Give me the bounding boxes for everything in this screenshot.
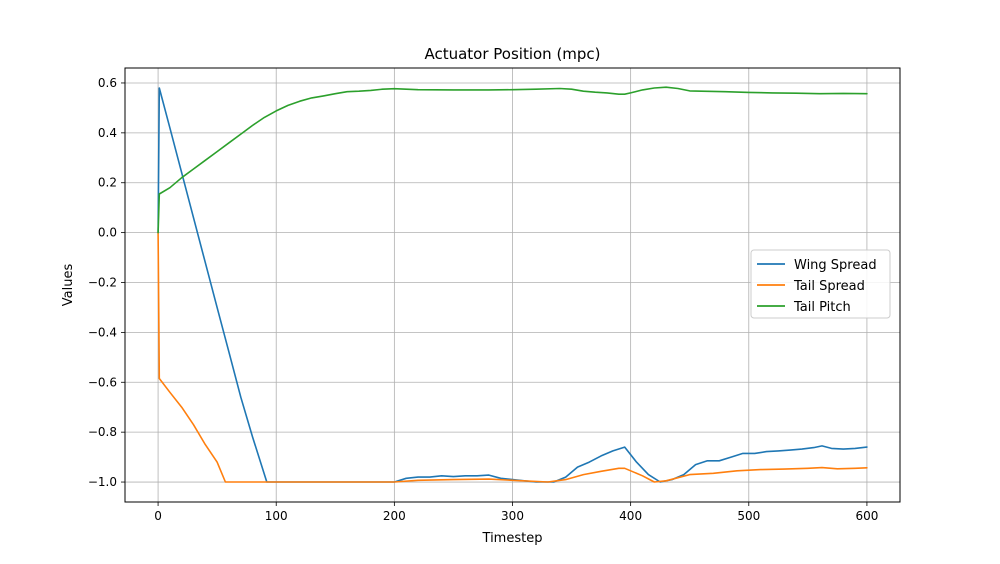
y-tick-label: −0.6 [88, 375, 117, 389]
x-tick-label: 100 [265, 509, 288, 523]
legend-label-tail-pitch: Tail Pitch [793, 300, 851, 315]
x-tick-label: 400 [619, 509, 642, 523]
y-tick-label: 0.2 [98, 176, 117, 190]
y-tick-label: −0.8 [88, 425, 117, 439]
x-tick-label: 200 [383, 509, 406, 523]
x-tick-label: 600 [855, 509, 878, 523]
chart-title: Actuator Position (mpc) [424, 45, 600, 63]
series-line-wing-spread [157, 87, 868, 483]
series-line-tail-pitch [157, 86, 868, 234]
x-tick-label: 500 [737, 509, 760, 523]
grid [125, 68, 900, 502]
series-lines [157, 86, 868, 483]
y-tick-label: 0.0 [98, 226, 117, 240]
y-tick-label: 0.4 [98, 126, 117, 140]
y-axis-label: Values [61, 264, 76, 307]
legend: Wing Spread Tail Spread Tail Pitch [750, 249, 891, 319]
axis-ticks: 0 100 200 300 400 500 600 0.6 0.4 0.2 0.0 −0.2 −0.4 −… [88, 76, 879, 523]
legend-box [750, 249, 891, 319]
legend-label-wing-spread: Wing Spread [794, 258, 877, 273]
x-tick-label: 300 [501, 509, 524, 523]
x-tick-label: 0 [154, 509, 162, 523]
legend-label-tail-spread: Tail Spread [793, 279, 865, 294]
y-tick-label: −0.2 [88, 276, 117, 290]
y-tick-label: −1.0 [88, 475, 117, 489]
y-tick-label: 0.6 [98, 76, 117, 90]
x-axis-label: Timestep [482, 531, 543, 546]
y-tick-label: −0.4 [88, 325, 117, 339]
series-line-tail-spread [157, 231, 868, 483]
